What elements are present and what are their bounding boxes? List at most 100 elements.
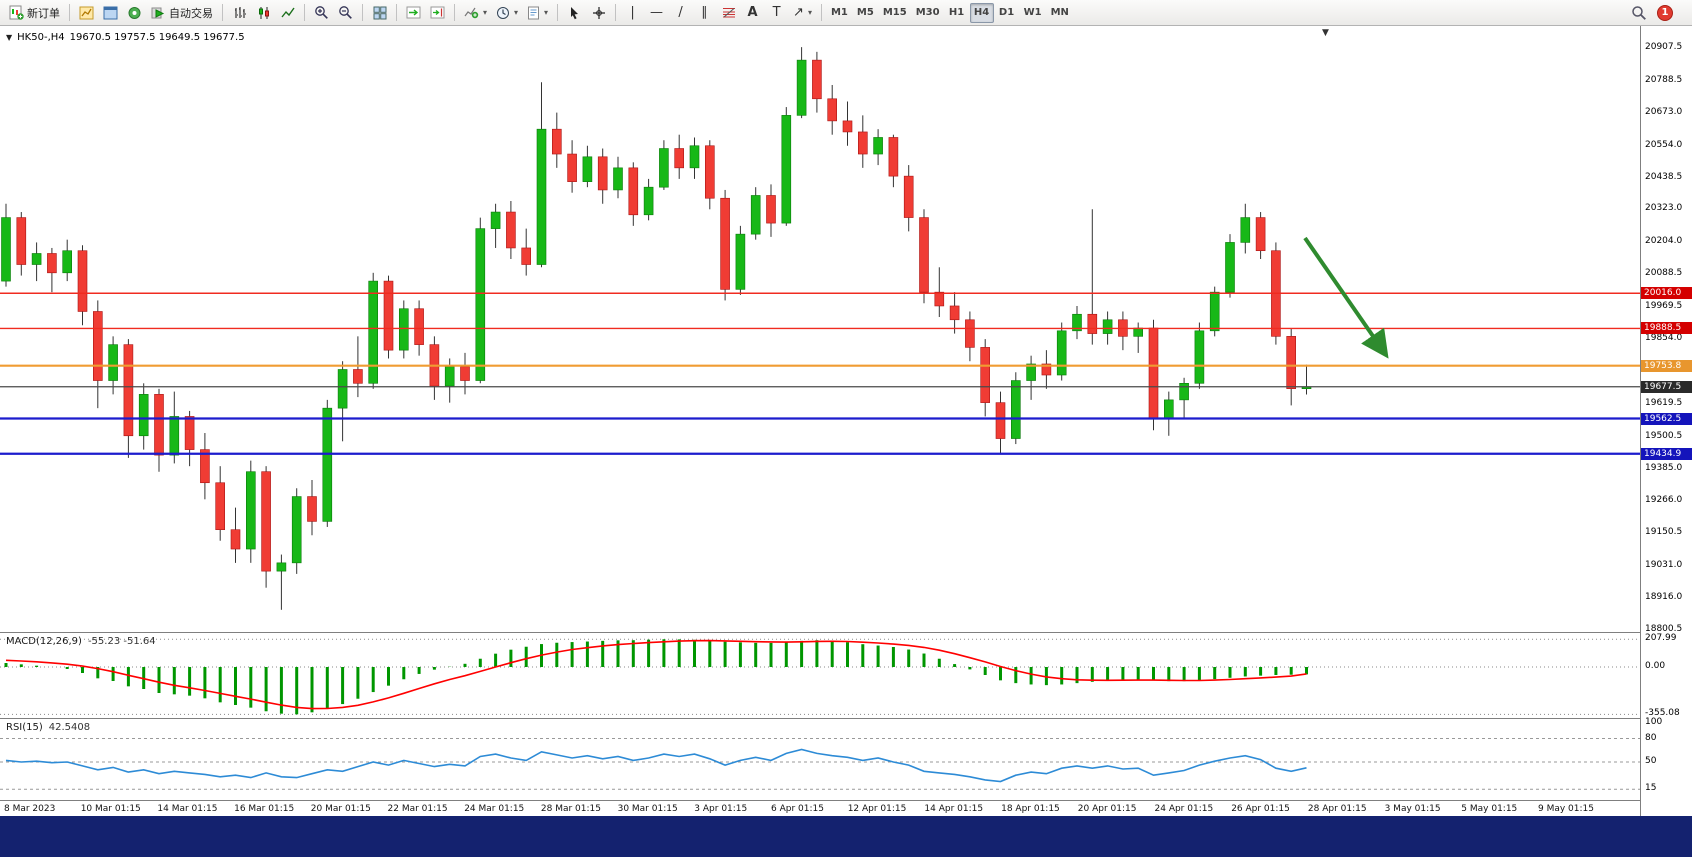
auto-scroll-button[interactable]: [402, 2, 425, 24]
new-order-button[interactable]: 新订单: [5, 2, 64, 24]
text-button[interactable]: A: [741, 2, 764, 24]
candle-body: [796, 59, 807, 116]
trendline-button[interactable]: /: [669, 2, 692, 24]
timeframe-button-m5[interactable]: M5: [856, 7, 874, 18]
metaeditor-icon: [127, 6, 142, 20]
templates-button[interactable]: ▾: [523, 2, 552, 24]
price-scale-label: 19500.5: [1645, 430, 1683, 441]
metaeditor-button[interactable]: [123, 2, 146, 24]
periods-button[interactable]: ▾: [492, 2, 522, 24]
candle-body: [659, 148, 669, 188]
macd-chart-canvas[interactable]: [0, 633, 1640, 718]
toolbar-separator: [615, 4, 617, 21]
candle-body: [903, 175, 914, 218]
arrows-button[interactable]: ↗ ▾: [789, 2, 816, 24]
chart-shift-marker[interactable]: ▼: [1322, 28, 1329, 38]
timeframe-toolbar: M1 M5 M15 M30 H1 H4 D1 W1 MN: [827, 2, 1073, 23]
label-button[interactable]: T: [765, 2, 788, 24]
rsi-scale-label: 100: [1645, 716, 1663, 727]
profiles-button[interactable]: [99, 2, 122, 24]
price-scale-label: 19619.5: [1645, 397, 1683, 408]
main-chart-panel: ▼ HK50-,H4 19670.5 19757.5 19649.5 19677…: [0, 26, 1640, 632]
time-axis-label: 14 Mar 01:15: [157, 804, 218, 814]
timeframe-button-m15[interactable]: M15: [882, 7, 907, 18]
candlestick-button[interactable]: [252, 2, 275, 24]
toolbar-separator: [396, 4, 397, 21]
candle-body: [184, 416, 195, 450]
crosshair-button[interactable]: [587, 2, 610, 24]
candle-body: [16, 217, 27, 265]
macd-name-label: MACD(12,26,9): [6, 636, 82, 647]
macd-signal-line: [5, 639, 1307, 710]
candle-body: [643, 186, 654, 216]
price-scale-label: 20088.5: [1645, 268, 1683, 279]
bar-chart-icon: [233, 6, 247, 20]
candle-body: [521, 247, 532, 265]
rsi-scale-label: 50: [1645, 755, 1657, 766]
search-icon[interactable]: [1631, 5, 1647, 21]
toolbar-separator: [69, 4, 70, 21]
candle-body: [1179, 383, 1189, 401]
candle-body: [383, 280, 394, 351]
price-scale[interactable]: 20907.5 20788.5 20673.0 20554.0 20438.5 20323…: [1640, 26, 1692, 816]
timeframe-button-w1[interactable]: W1: [1023, 7, 1042, 18]
candle-body: [949, 305, 960, 321]
candle-body: [827, 98, 838, 122]
candle-body: [873, 137, 883, 155]
channel-button[interactable]: ∥: [693, 2, 716, 24]
autotrading-icon: [151, 6, 166, 20]
time-axis-label: 5 May 01:15: [1461, 804, 1518, 814]
candle-body: [1087, 313, 1098, 334]
profiles-icon: [103, 6, 118, 20]
timeframe-button-d1[interactable]: D1: [998, 7, 1015, 18]
candle-body: [444, 366, 455, 387]
timeframe-button-m1[interactable]: M1: [830, 7, 848, 18]
timeframe-button-h4[interactable]: H4: [969, 2, 994, 23]
trend-arrow-annotation[interactable]: [1303, 236, 1389, 359]
candle-body: [1194, 330, 1205, 384]
line-chart-button[interactable]: [276, 2, 299, 24]
candle-body: [995, 402, 1006, 439]
notification-badge[interactable]: 1: [1657, 4, 1673, 21]
candlestick-icon: [257, 6, 271, 20]
price-scale-label: 19150.5: [1645, 527, 1683, 538]
chart-shift-button[interactable]: [426, 2, 449, 24]
timeframe-button-m30[interactable]: M30: [915, 7, 940, 18]
zoom-out-button[interactable]: [334, 2, 357, 24]
autotrading-button[interactable]: 自动交易: [147, 2, 217, 24]
indicators-button[interactable]: ▾: [460, 2, 491, 24]
candle-body: [1225, 242, 1235, 293]
candle-body: [1148, 327, 1159, 420]
candle-body: [307, 496, 317, 522]
macd-values-label: -55.23 -51.64: [87, 636, 156, 647]
horizontal-line-button[interactable]: —: [645, 2, 668, 24]
time-axis-label: 22 Mar 01:15: [387, 804, 448, 814]
candle-body: [689, 145, 700, 169]
candle-body: [506, 211, 516, 249]
candlestick-chart-canvas[interactable]: [0, 26, 1640, 632]
candle-body: [1010, 380, 1021, 439]
candle-body: [230, 529, 241, 550]
zoom-in-button[interactable]: [310, 2, 333, 24]
zoom-in-icon: [314, 5, 329, 20]
timeframe-button-mn[interactable]: MN: [1050, 7, 1069, 18]
bar-chart-button[interactable]: [228, 2, 251, 24]
candle-body: [934, 291, 945, 307]
candle-body: [337, 369, 348, 409]
timeframe-button-h1[interactable]: H1: [948, 7, 965, 18]
candle-body: [551, 128, 562, 155]
charts-button[interactable]: [75, 2, 98, 24]
candle-body: [1072, 313, 1082, 332]
candle-body: [919, 217, 929, 293]
rsi-chart-canvas[interactable]: [0, 719, 1640, 800]
collapse-triangle-icon[interactable]: ▼: [6, 33, 13, 42]
tile-windows-button[interactable]: [368, 2, 391, 24]
cursor-button[interactable]: [563, 2, 586, 24]
time-axis[interactable]: 8 Mar 2023 10 Mar 01:15 14 Mar 01:15 16 Mar…: [0, 800, 1640, 816]
fibonacci-button[interactable]: [717, 2, 740, 24]
candle-body: [1026, 363, 1036, 381]
price-scale-label: 19969.5: [1645, 301, 1683, 312]
vertical-line-button[interactable]: |: [621, 2, 644, 24]
candle-body: [475, 228, 486, 381]
time-axis-label: 20 Apr 01:15: [1077, 804, 1137, 814]
